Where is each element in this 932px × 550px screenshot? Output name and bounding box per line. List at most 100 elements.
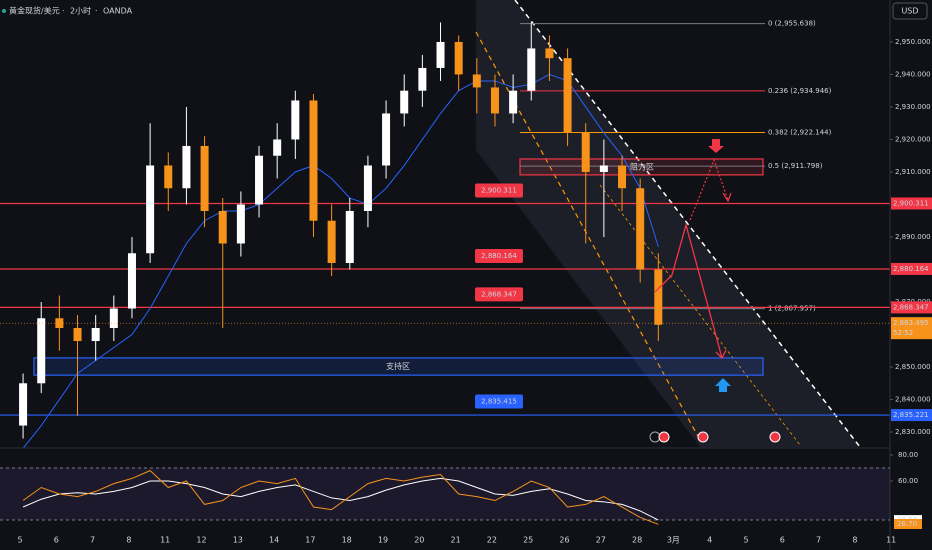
- projection-alt-head: [722, 192, 732, 203]
- x-tick-label: 28: [632, 536, 642, 545]
- candle-body: [91, 328, 100, 342]
- x-tick-label: 14: [269, 536, 279, 545]
- y-tick-label: 2,890.000: [895, 233, 931, 241]
- level-badge: [891, 262, 932, 275]
- projection-alt: [689, 158, 729, 221]
- level-tag-label: 2,835.415: [481, 397, 517, 405]
- fib-label: 0.5 (2,911.798): [768, 162, 823, 170]
- x-tick-label: 8: [852, 536, 857, 545]
- candle-body: [436, 41, 445, 68]
- candle-body: [599, 165, 608, 172]
- level-badge-label: 2,900.311: [893, 199, 929, 207]
- source: OANDA: [103, 7, 133, 16]
- fib-label: 0 (2,955.638): [768, 20, 816, 28]
- y-tick-label: 2,930.000: [895, 103, 931, 111]
- candle-body: [127, 253, 136, 309]
- rsi-value-badge: [894, 519, 922, 529]
- candle-body: [19, 383, 28, 426]
- y-tick-label: 2,920.000: [895, 135, 931, 143]
- y-tick-label: 2,950.000: [895, 38, 931, 46]
- rsi-signal: [22, 477, 659, 521]
- rsi-pane: [0, 467, 890, 525]
- x-tick-label: 7: [90, 536, 95, 545]
- candle-body: [527, 48, 536, 91]
- currency[interactable]: USD: [901, 7, 918, 16]
- zone: [33, 357, 764, 376]
- candle-body: [273, 139, 282, 156]
- candle-body: [509, 90, 518, 114]
- level-badge-label: 2,835.221: [893, 411, 929, 419]
- zone-label: 支持区: [386, 361, 410, 371]
- channel-bottom: [475, 31, 701, 441]
- x-tick-label: 11: [160, 536, 170, 545]
- event-icon: [697, 431, 709, 443]
- candle-body: [182, 145, 191, 189]
- y-tick-label: 2,850.000: [895, 363, 931, 371]
- candle-body: [618, 165, 627, 189]
- fib-label: 1 (2,867.957): [768, 305, 816, 313]
- candle-body: [581, 132, 590, 172]
- level-tag: [475, 183, 523, 198]
- down-arrow: [708, 139, 724, 153]
- candle-body: [291, 100, 300, 140]
- x-tick-label: 3月: [667, 536, 680, 545]
- last-price-badge: [891, 317, 932, 340]
- candle-body: [382, 113, 391, 166]
- event-icon: [658, 431, 670, 443]
- x-tick-label: 6: [54, 536, 59, 545]
- x-tick-label: 22: [487, 536, 497, 545]
- level-badge: [891, 409, 932, 422]
- candle-body: [472, 74, 481, 88]
- level-tag: [475, 394, 523, 409]
- up-arrow: [715, 378, 731, 392]
- candle-body: [73, 328, 82, 342]
- separator: ·: [62, 7, 65, 16]
- candle-body: [490, 87, 499, 114]
- x-tick-label: 13: [233, 536, 243, 545]
- projection: [654, 222, 723, 359]
- x-tick-label: 5: [743, 536, 748, 545]
- level-tag: [475, 287, 523, 302]
- candle-body: [200, 145, 209, 211]
- candle-body: [454, 41, 463, 75]
- y-tick-label: 2,830.000: [895, 428, 931, 436]
- candle-body: [345, 210, 354, 263]
- level-tag: [475, 248, 523, 263]
- projection-head: [715, 349, 727, 360]
- candle-body: [363, 165, 372, 211]
- x-tick-label: 12: [196, 536, 206, 545]
- status-dot: [2, 9, 6, 13]
- zone: [519, 158, 764, 176]
- x-tick-label: 21: [451, 536, 461, 545]
- currency-box[interactable]: [892, 2, 928, 20]
- x-tick-label: 8: [126, 536, 131, 545]
- symbol: 黄金现货/美元: [9, 6, 60, 16]
- x-tick-label: 4: [707, 536, 712, 545]
- candle-body: [327, 220, 336, 263]
- candle-body: [37, 318, 46, 384]
- candle-body: [164, 165, 173, 189]
- rsi-line: [22, 470, 659, 525]
- event-icon: [769, 431, 781, 443]
- level-tag-label: 2,868.347: [481, 290, 517, 298]
- x-tick-label: 25: [523, 536, 533, 545]
- candle-body: [146, 165, 155, 254]
- countdown: 52:52: [893, 329, 913, 337]
- channel-shade: [476, 0, 860, 447]
- candle-body: [218, 210, 227, 244]
- x-tick-label: 5: [17, 536, 22, 545]
- fib-label: 0.382 (2,922.144): [768, 128, 832, 136]
- candle-body: [236, 204, 245, 244]
- candle-body: [545, 48, 554, 59]
- x-tick-label: 20: [414, 536, 424, 545]
- rsi-tick-label: 60.00: [898, 477, 918, 485]
- interval: 2小时: [70, 6, 91, 16]
- candle-body: [636, 188, 645, 270]
- candle-body: [55, 318, 64, 329]
- candle-body: [418, 67, 427, 91]
- candle-body: [109, 308, 118, 329]
- level-badge: [891, 301, 932, 314]
- rsi-band: [0, 468, 890, 521]
